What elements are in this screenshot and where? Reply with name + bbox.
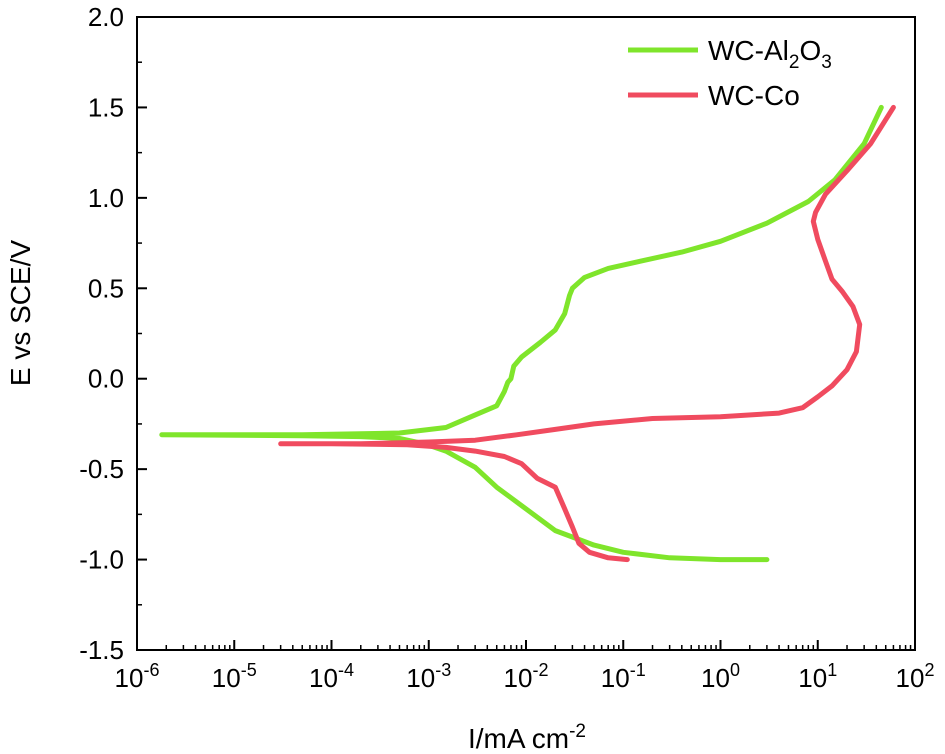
x-tick-label: 10-2 [504,660,549,693]
series-line-2 [278,104,896,563]
axis-ticks [136,16,916,651]
x-tick-label: 100 [701,660,740,693]
x-tick-label: 10-3 [406,660,451,693]
series-line-1 [159,104,884,563]
y-tick-label: -1.0 [79,545,124,575]
x-tick-label: 102 [896,660,935,693]
y-tick-label: 2.0 [88,2,124,32]
legend-label: WC-Al2O3 [708,35,832,73]
legend: WC-Al2O3 WC-Co [628,35,832,111]
series-layer [159,104,896,563]
x-tick-label: 10-1 [601,660,646,693]
legend-label: WC-Co [708,80,800,111]
x-tick-label: 101 [798,660,837,693]
x-tick-label: 10-6 [115,660,160,693]
y-tick-label: 0.5 [88,273,124,303]
y-tick-label: 0.0 [88,364,124,394]
tick-labels: 10-6 10-5 10-4 10-3 10-2 10-1 100 101 102 -1.5 -1.… [79,2,934,693]
y-tick-label: 1.0 [88,183,124,213]
y-tick-label: -0.5 [79,454,124,484]
y-axis-title: E vs SCE/V [5,240,36,387]
y-tick-label: -1.5 [79,635,124,665]
y-tick-label: 1.5 [88,92,124,122]
plot-frame [136,16,916,651]
x-axis-title: I/mA cm-2 [468,721,586,754]
x-tick-label: 10-5 [212,660,257,693]
x-tick-label: 10-4 [309,660,354,693]
